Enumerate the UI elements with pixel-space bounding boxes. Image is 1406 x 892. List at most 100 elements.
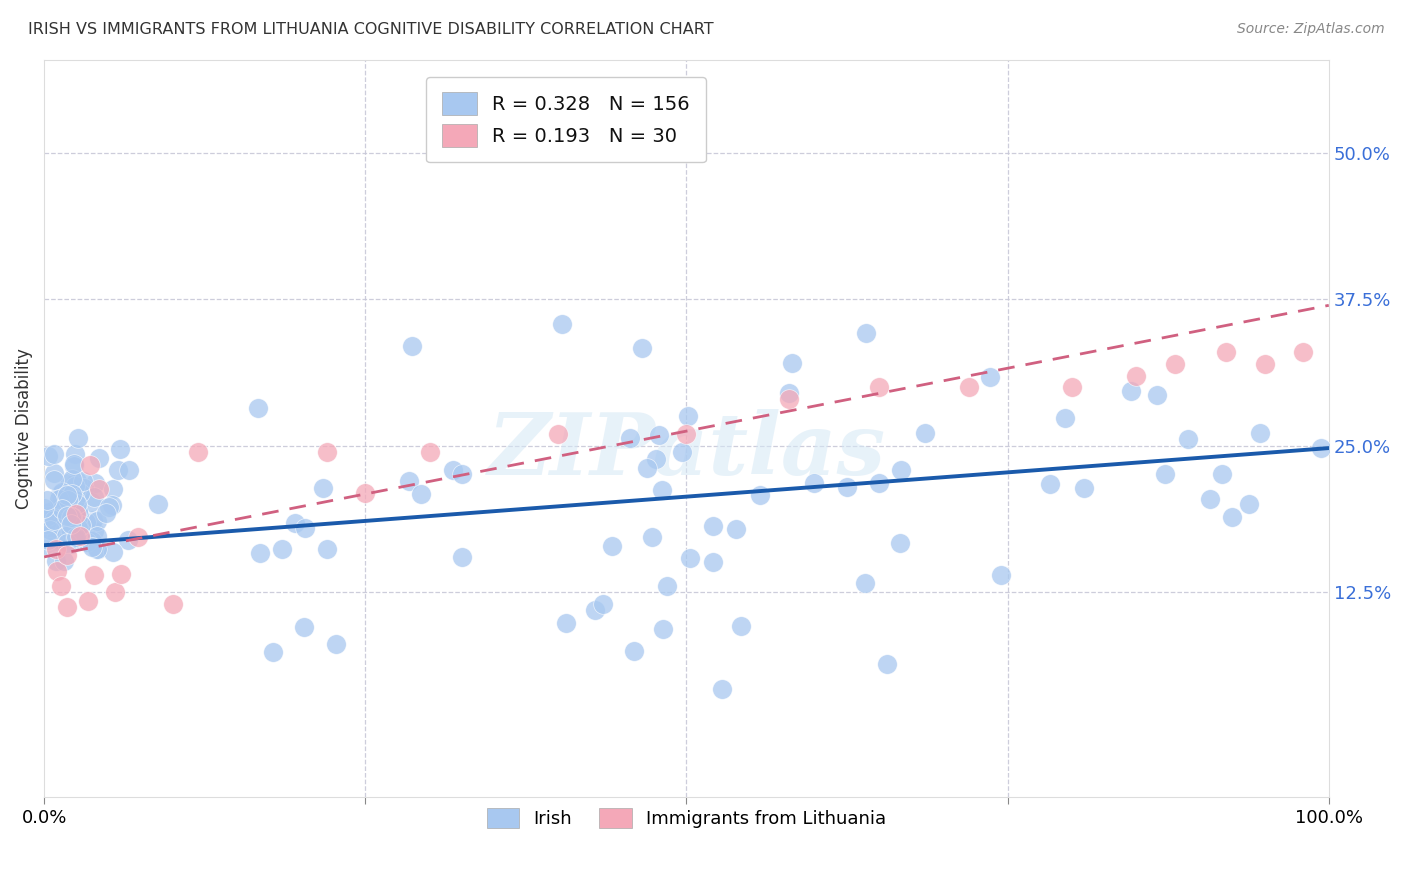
Point xyxy=(51,516,73,530)
Point xyxy=(72,474,94,488)
Point xyxy=(67,521,90,535)
Point xyxy=(80,495,103,509)
Point xyxy=(315,444,337,458)
Point xyxy=(441,463,464,477)
Point xyxy=(451,467,474,482)
Point xyxy=(889,536,911,550)
Point xyxy=(730,619,752,633)
Point xyxy=(56,495,79,509)
Point xyxy=(271,541,294,556)
Text: Source: ZipAtlas.com: Source: ZipAtlas.com xyxy=(1237,22,1385,37)
Point xyxy=(401,339,423,353)
Point xyxy=(65,499,87,513)
Point xyxy=(312,481,335,495)
Point xyxy=(75,526,97,541)
Point xyxy=(162,597,184,611)
Point xyxy=(37,533,59,548)
Point xyxy=(51,485,73,500)
Point xyxy=(1054,410,1077,425)
Point xyxy=(262,645,284,659)
Point xyxy=(56,599,79,614)
Point xyxy=(49,499,72,513)
Point xyxy=(1220,510,1243,524)
Point xyxy=(1292,345,1315,359)
Point xyxy=(86,514,108,528)
Point xyxy=(1253,357,1275,371)
Point xyxy=(146,498,169,512)
Point xyxy=(1060,380,1083,394)
Point xyxy=(86,529,108,543)
Point xyxy=(76,534,98,549)
Point xyxy=(1215,345,1237,359)
Point xyxy=(645,452,668,467)
Point xyxy=(42,473,65,487)
Point xyxy=(623,644,645,658)
Point xyxy=(97,500,120,515)
Point xyxy=(868,476,890,491)
Point xyxy=(636,461,658,475)
Point xyxy=(63,447,86,461)
Point xyxy=(42,446,65,460)
Point xyxy=(675,427,697,442)
Point xyxy=(69,486,91,500)
Point xyxy=(87,482,110,496)
Point xyxy=(83,524,105,539)
Point xyxy=(42,513,65,527)
Point xyxy=(104,585,127,599)
Legend: Irish, Immigrants from Lithuania: Irish, Immigrants from Lithuania xyxy=(479,800,894,836)
Point xyxy=(60,501,83,516)
Point xyxy=(66,474,89,488)
Point xyxy=(1309,441,1331,455)
Point xyxy=(67,508,90,523)
Point xyxy=(65,530,87,544)
Point xyxy=(1038,476,1060,491)
Point xyxy=(42,505,65,519)
Point xyxy=(62,457,84,471)
Point xyxy=(551,317,574,331)
Point xyxy=(39,523,62,537)
Point xyxy=(1211,467,1233,481)
Point xyxy=(1119,384,1142,398)
Point xyxy=(547,427,569,442)
Point xyxy=(55,529,77,543)
Point xyxy=(450,550,472,565)
Point xyxy=(89,450,111,465)
Point xyxy=(710,682,733,697)
Point xyxy=(38,504,60,518)
Point xyxy=(778,392,800,406)
Point xyxy=(34,501,56,516)
Point xyxy=(52,504,75,518)
Point xyxy=(354,485,377,500)
Point xyxy=(631,341,654,355)
Point xyxy=(1125,368,1147,383)
Point xyxy=(1073,481,1095,495)
Point xyxy=(67,504,90,518)
Point xyxy=(83,567,105,582)
Point xyxy=(676,409,699,423)
Point xyxy=(1249,426,1271,441)
Point xyxy=(59,537,82,551)
Point xyxy=(127,531,149,545)
Point xyxy=(56,493,79,508)
Point xyxy=(325,637,347,651)
Point xyxy=(69,529,91,543)
Point xyxy=(655,579,678,593)
Point xyxy=(65,508,87,522)
Point xyxy=(1237,497,1260,511)
Point xyxy=(53,554,76,568)
Point xyxy=(56,500,79,514)
Point xyxy=(868,380,890,394)
Point xyxy=(45,532,67,546)
Point xyxy=(86,541,108,556)
Point xyxy=(66,497,89,511)
Point xyxy=(63,459,86,474)
Point xyxy=(83,491,105,505)
Point xyxy=(853,575,876,590)
Y-axis label: Cognitive Disability: Cognitive Disability xyxy=(15,348,32,508)
Point xyxy=(80,534,103,549)
Point xyxy=(60,509,83,524)
Point xyxy=(39,540,62,554)
Point xyxy=(835,480,858,494)
Point xyxy=(914,425,936,440)
Point xyxy=(117,533,139,547)
